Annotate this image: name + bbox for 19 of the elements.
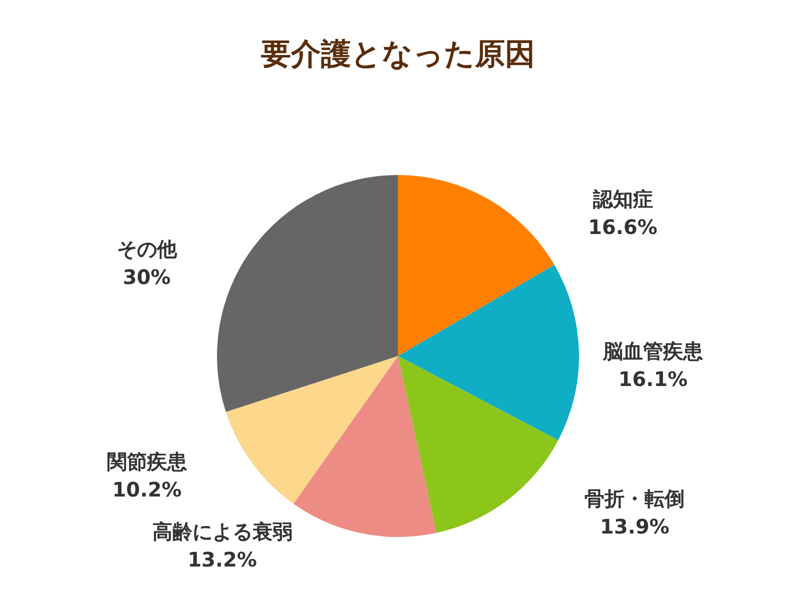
data-label: 16.6% [588,214,658,239]
data-label: 16.1% [618,367,688,392]
data-label: 13.2% [188,547,257,572]
pie-slice [398,175,554,356]
slice-label: 高齢による衰弱 [152,519,292,544]
pie-slice [398,356,558,533]
slice-label: その他 [116,237,178,262]
pie-slice [217,175,398,412]
pie-slice [398,264,579,440]
slice-label: 骨折・転倒 [584,486,685,510]
data-label: 13.9% [600,514,670,538]
slice-label: 認知症 [592,186,653,211]
slice-label: 脳血管疾患 [602,339,704,364]
data-label: 10.2% [112,478,182,502]
data-label: 30% [122,265,171,290]
pie-slice [293,356,436,537]
slice-label: 関節疾患 [106,450,188,474]
chart-title: 要介護となった原因 [261,37,535,72]
pie-slice [226,356,398,504]
